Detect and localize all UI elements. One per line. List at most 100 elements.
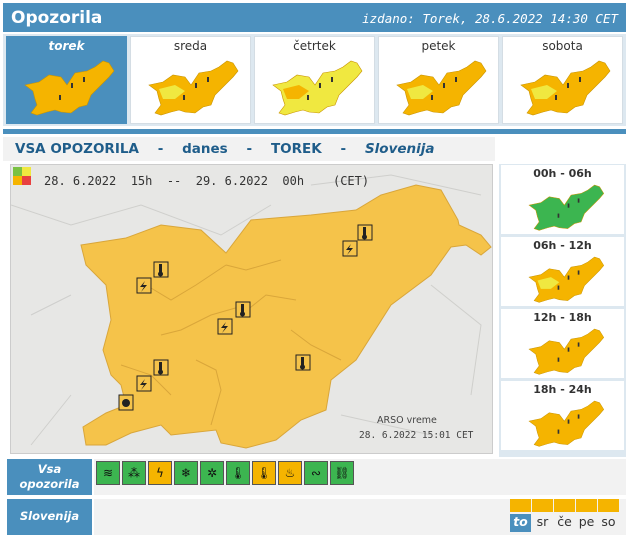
country-shape (528, 400, 605, 447)
fire-icon (122, 399, 130, 407)
day-tab-sobota[interactable]: sobota (502, 36, 623, 124)
high-temperature-icon[interactable]: 🌡 (252, 461, 276, 485)
day-tab-sreda[interactable]: sreda (130, 36, 251, 124)
day-level-bar (598, 499, 619, 512)
warning-marker (307, 95, 309, 100)
thunderstorm-icon[interactable]: ϟ (148, 461, 172, 485)
day-tabs: torek sreda četrtek petek sobota (3, 34, 626, 126)
snow-ice-icon[interactable]: ✲ (200, 461, 224, 485)
title-country: Slovenija (364, 141, 435, 157)
day-tab-label: sobota (542, 39, 583, 53)
warning-marker (577, 342, 580, 347)
warning-marker (557, 213, 560, 218)
country-shape (520, 60, 611, 116)
warning-marker (557, 429, 560, 434)
warning-marker (555, 95, 557, 100)
lightning-icon (221, 322, 228, 333)
warning-marker (431, 95, 433, 100)
region-slovenija-button[interactable]: Slovenija (7, 499, 92, 535)
day-map-thumbnail (396, 60, 487, 116)
period-00-06[interactable]: 00h - 06h (501, 165, 624, 234)
fog-icon[interactable]: ∾ (304, 461, 328, 485)
warning-patch (537, 277, 560, 289)
period-map-thumbnail (528, 256, 605, 303)
warning-marker (443, 83, 445, 88)
warning-marker (567, 275, 570, 280)
rain-icon[interactable]: ⁂ (122, 461, 146, 485)
day-map-thumbnail (24, 60, 115, 116)
thermometer-bulb (362, 234, 367, 240)
thermometer-bulb (240, 311, 245, 317)
period-18-24[interactable]: 18h - 24h (501, 381, 624, 450)
title-all: VSA OPOZORILA (15, 141, 139, 157)
thermometer-icon (159, 362, 162, 372)
forest-fire-icon[interactable]: ♨ (278, 461, 302, 485)
separator-bar (3, 129, 626, 134)
period-panel: 00h - 06h 06h - 12h 12h - 18h 18h - 24h (499, 164, 626, 457)
thermometer-icon (241, 304, 244, 314)
day-short-tab-pe[interactable]: pe (578, 514, 595, 529)
warning-marker (577, 198, 580, 203)
legend-red-square (22, 176, 31, 185)
all-warnings-button[interactable]: Vsa opozorila (7, 459, 92, 495)
warning-patch (407, 85, 433, 99)
warning-patch (283, 85, 309, 99)
thermometer-bulb (158, 271, 163, 277)
period-12-18[interactable]: 12h - 18h (501, 309, 624, 378)
warning-marker (567, 347, 570, 352)
title-today: danes (182, 141, 228, 157)
day-short-tab-to[interactable]: to (510, 514, 531, 532)
period-map-thumbnail (528, 184, 605, 231)
warning-marker (579, 77, 581, 82)
map-period: 28. 6.2022 15h -- 29. 6.2022 00h (CET) (44, 174, 370, 188)
low-temperature-icon[interactable]: 🌡 (226, 461, 250, 485)
day-level-bar (532, 499, 553, 512)
country-shape (396, 60, 487, 116)
day-level-bar (576, 499, 597, 512)
warning-patch (531, 85, 557, 99)
day-tab-label: torek (48, 39, 85, 53)
title-dash: - (246, 141, 253, 157)
period-06-12[interactable]: 06h - 12h (501, 237, 624, 306)
period-map-thumbnail (528, 328, 605, 375)
thermometer-icon (363, 227, 366, 237)
day-tab-label: petek (421, 39, 456, 53)
warning-marker (331, 77, 333, 82)
country-shape (528, 256, 605, 303)
lightning-icon (346, 244, 353, 255)
main-warning-map: 28. 6.2022 15h -- 29. 6.2022 00h (CET) A… (10, 164, 493, 454)
day-tab-cetrtek[interactable]: četrtek (254, 36, 375, 124)
period-label: 00h - 06h (533, 167, 592, 180)
region-borders (120, 259, 342, 426)
day-short-tab-so[interactable]: so (601, 514, 616, 529)
warning-patch (159, 85, 185, 99)
day-level-bar (554, 499, 575, 512)
country-shape (528, 328, 605, 375)
period-label: 12h - 18h (533, 311, 592, 324)
slovenia-warning-area (80, 184, 492, 449)
warning-marker (557, 357, 560, 362)
country-shape (148, 60, 239, 116)
day-map-thumbnail (272, 60, 363, 116)
day-tab-torek[interactable]: torek (6, 36, 127, 124)
period-label: 18h - 24h (533, 383, 592, 396)
warning-marker (83, 77, 85, 82)
issued-timestamp: izdano: Torek, 28.6.2022 14:30 CET (362, 11, 618, 26)
warning-marker (319, 83, 321, 88)
map-credit: ARSO vreme (377, 415, 437, 426)
snow-icon[interactable]: ❄ (174, 461, 198, 485)
wind-icon[interactable]: ≋ (96, 461, 120, 485)
day-short-tab-če[interactable]: če (557, 514, 572, 529)
slovenia-map (11, 174, 492, 449)
title-dash: - (157, 141, 164, 157)
day-level-bar (510, 499, 531, 512)
lightning-icon (140, 281, 147, 292)
legend-yellow-square (22, 167, 31, 176)
country-shape (272, 60, 363, 116)
day-tab-petek[interactable]: petek (378, 36, 499, 124)
day-short-tab-sr[interactable]: sr (536, 514, 549, 529)
country-shape (24, 60, 115, 116)
flood-icon[interactable]: ⛓ (330, 461, 354, 485)
warning-marker (183, 95, 185, 100)
period-map-thumbnail (528, 400, 605, 447)
